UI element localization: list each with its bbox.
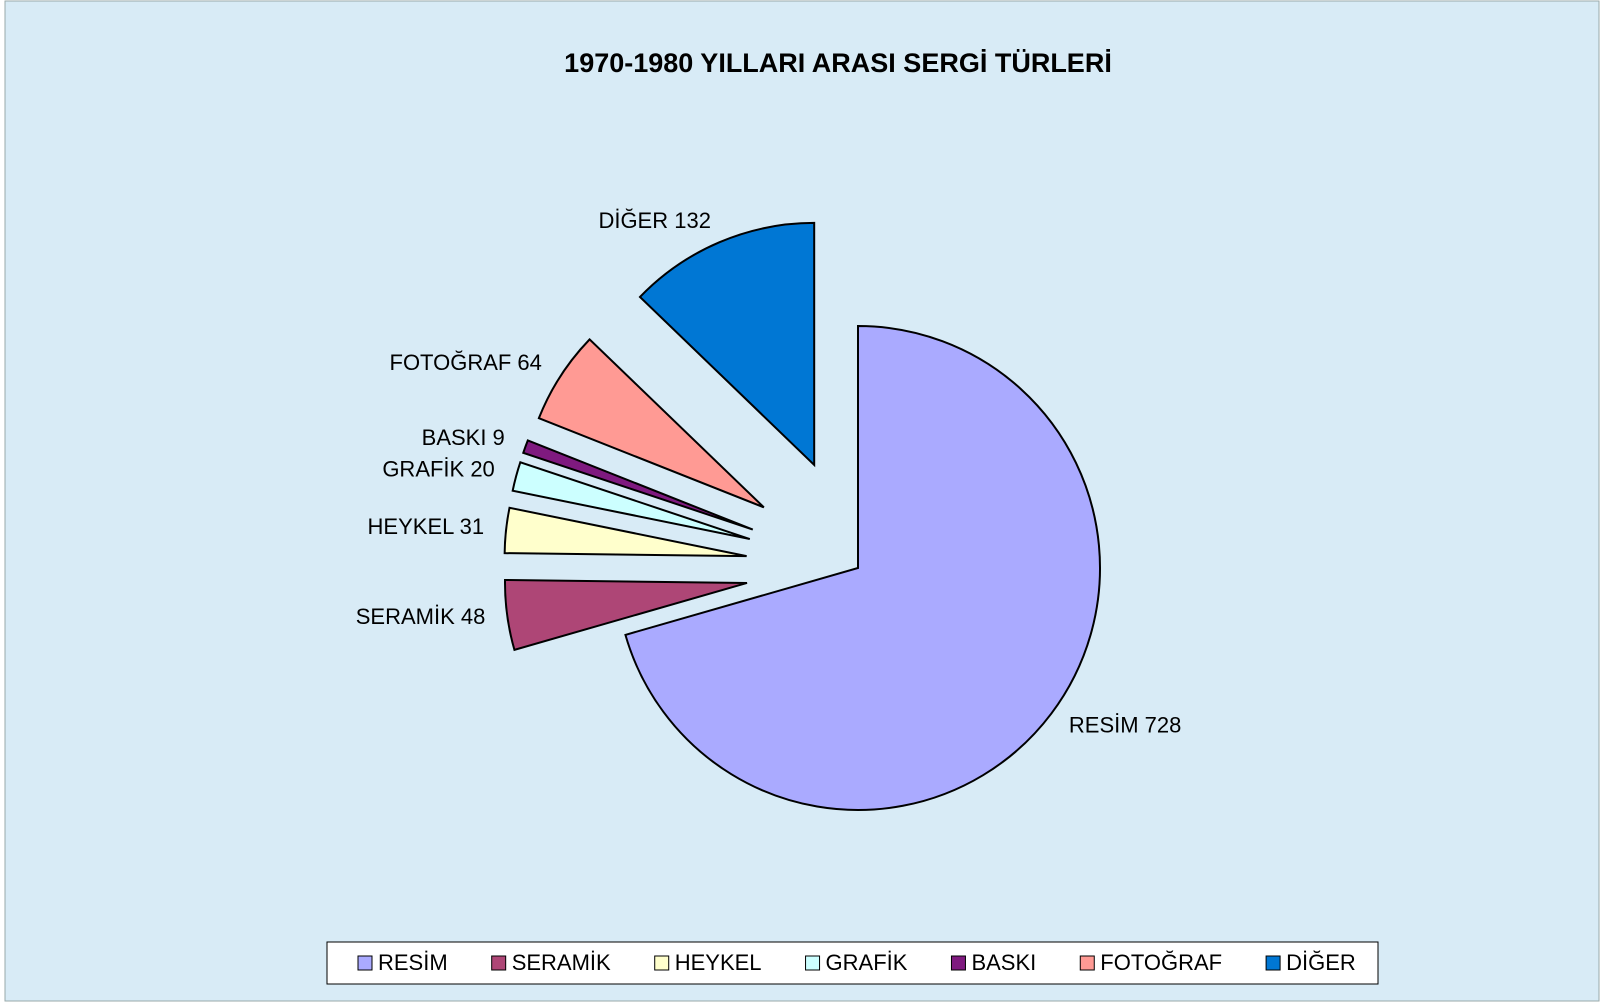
legend-swatch	[950, 955, 966, 971]
legend-label: RESİM	[378, 950, 448, 975]
pie-slice	[638, 221, 816, 468]
legend-swatch	[491, 955, 507, 971]
data-label: RESİM 728	[1069, 713, 1182, 738]
legend-label: GRAFİK	[826, 950, 908, 975]
chart-title: 1970-1980 YILLARI ARASI SERGİ TÜRLERİ	[564, 48, 1112, 78]
legend-swatch	[1265, 955, 1281, 971]
pie-slice	[537, 337, 765, 509]
data-label: SERAMİK 48	[356, 604, 486, 629]
data-label: FOTOĞRAF 64	[390, 350, 542, 375]
legend-swatch	[805, 955, 821, 971]
data-label: BASKI 9	[422, 425, 505, 450]
legend-swatch	[1079, 955, 1095, 971]
pie-slice	[624, 324, 1101, 811]
legend-label: DİĞER	[1286, 950, 1356, 975]
pie-slice	[503, 506, 747, 558]
legend-label: BASKI	[971, 950, 1036, 975]
legend-swatch	[654, 955, 670, 971]
pie-slice	[522, 439, 754, 531]
legend-label: HEYKEL	[675, 950, 762, 975]
legend-label: SERAMİK	[512, 950, 611, 975]
data-label: HEYKEL 31	[368, 514, 485, 539]
legend-label: FOTOĞRAF	[1100, 950, 1222, 975]
legend-swatch	[357, 955, 373, 971]
pie-slice	[511, 461, 751, 540]
data-label: DİĞER 132	[598, 208, 711, 233]
pie-slice	[504, 578, 748, 652]
data-label: GRAFİK 20	[382, 456, 494, 481]
chart-area	[4, 0, 1600, 1002]
